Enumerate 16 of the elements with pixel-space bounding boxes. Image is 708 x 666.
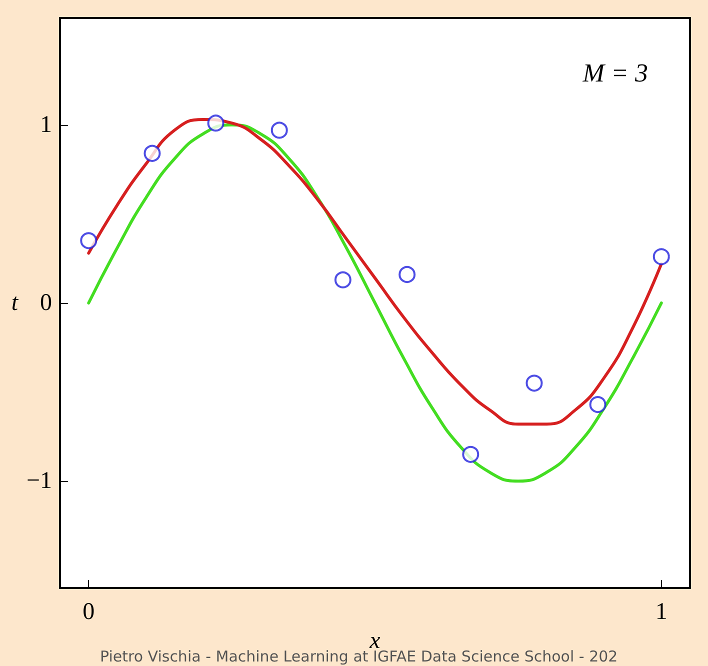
y-axis-title: t (11, 290, 20, 316)
point (652, 248, 670, 266)
point (526, 374, 543, 392)
line-series (87, 123, 663, 483)
point (207, 114, 224, 132)
point (334, 271, 352, 288)
y-tick-label: −1 (26, 468, 52, 494)
y-tick-label: 0 (40, 290, 52, 316)
point (144, 144, 161, 162)
point (270, 122, 288, 139)
annotation: M = 3 (582, 58, 648, 88)
point (80, 232, 98, 250)
point (398, 266, 416, 283)
point (589, 396, 606, 414)
y-tick-label: 1 (40, 112, 52, 138)
point (462, 446, 480, 463)
